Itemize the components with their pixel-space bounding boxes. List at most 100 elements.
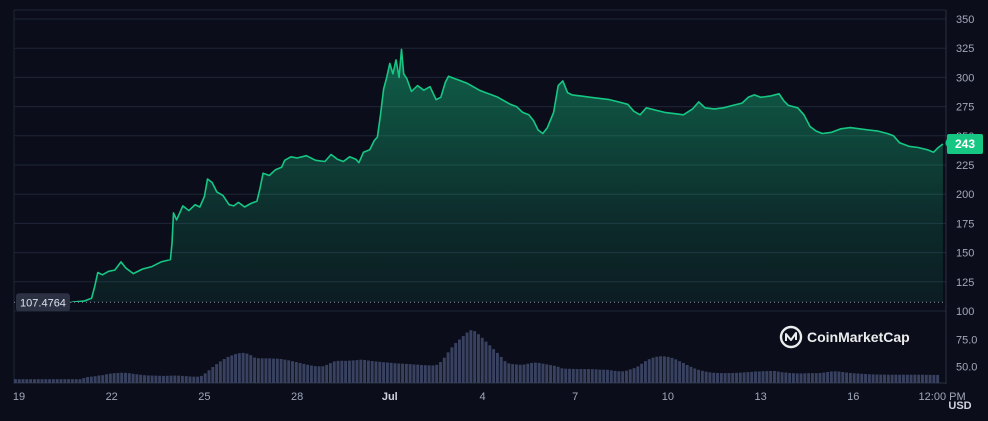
volume-bar: [89, 376, 93, 383]
volume-bar: [822, 372, 826, 383]
volume-bar: [647, 359, 651, 383]
x-tick-label: 16: [847, 391, 859, 403]
volume-bar: [514, 364, 518, 383]
volume-bar: [458, 339, 461, 383]
volume-bar: [488, 345, 492, 383]
volume-bar: [294, 362, 298, 383]
volume-bar: [298, 363, 302, 383]
volume-bar: [549, 365, 553, 383]
volume-bar: [545, 364, 549, 383]
volume-bar: [211, 367, 215, 383]
volume-bar: [408, 364, 412, 383]
volume-bar: [530, 362, 534, 383]
volume-bar: [503, 361, 507, 383]
volume-bar: [754, 371, 757, 383]
volume-bar: [697, 369, 701, 383]
volume-bar: [412, 364, 416, 383]
volume-bar: [135, 374, 139, 383]
volume-bar: [313, 366, 317, 383]
y-tick-label: 350: [956, 14, 974, 26]
volume-bar: [143, 375, 146, 383]
volume-bar: [67, 379, 71, 383]
volume-bar: [124, 372, 127, 383]
volume-bar: [158, 375, 162, 383]
current-price-badge: [947, 133, 983, 154]
volume-bar: [685, 365, 689, 383]
volume-bar: [742, 372, 746, 383]
x-tick-label: 12:00 PM: [919, 391, 966, 403]
volume-bar: [401, 363, 404, 383]
volume-bar: [226, 356, 230, 383]
watermark: CoinMarketCap: [779, 325, 910, 349]
volume-bar: [116, 372, 120, 383]
volume-bar: [678, 361, 682, 383]
volume-bar: [207, 370, 211, 383]
volume-bar: [788, 372, 792, 383]
volume-bar: [397, 363, 401, 383]
volume-bar: [120, 372, 124, 383]
x-tick-label: 22: [106, 391, 118, 403]
volume-bar: [165, 375, 169, 383]
volume-bar: [803, 373, 807, 383]
volume-bar: [416, 364, 420, 383]
volume-bar: [105, 374, 108, 383]
volume-bar: [681, 362, 685, 383]
current-price-group: 243: [945, 133, 983, 154]
volume-bar: [78, 379, 82, 383]
volume-bar: [890, 374, 894, 383]
volume-bar: [260, 358, 264, 383]
reference-label: 107.4764: [20, 297, 66, 309]
volume-bar: [875, 374, 879, 383]
reference-label-box: [16, 293, 70, 312]
volume-bar: [902, 374, 905, 383]
volume-bar: [735, 372, 738, 383]
x-tick-label: 4: [479, 391, 485, 403]
volume-bar: [336, 360, 340, 383]
volume-bar: [97, 375, 101, 383]
volume-bar: [913, 374, 917, 383]
volume-bar: [723, 373, 727, 383]
volume-bar: [628, 369, 632, 383]
x-tick-label: 25: [198, 391, 210, 403]
y-tick-label: 225: [956, 160, 974, 172]
volume-bar: [560, 368, 564, 383]
volume-bar: [180, 375, 184, 383]
volume-bar: [537, 362, 541, 383]
y-axis: 10012515017520022525027530032535050.075.…: [956, 14, 977, 374]
volume-bar: [651, 357, 655, 383]
volume-bar: [814, 373, 818, 383]
volume-bar: [864, 374, 867, 383]
volume-bar: [192, 376, 196, 383]
volume-bar: [507, 363, 511, 383]
volume-bar: [579, 369, 583, 383]
volume-bar: [32, 379, 36, 383]
volume-bar: [587, 369, 590, 383]
volume-bar: [716, 372, 719, 383]
y-tick-label: 325: [956, 43, 974, 55]
volume-bar: [127, 373, 131, 383]
volume-bar: [131, 373, 135, 383]
volume-bar: [883, 374, 886, 383]
volume-bar: [461, 336, 465, 383]
volume-bar: [871, 374, 875, 383]
volume-bar: [82, 378, 86, 383]
x-tick-label: 19: [13, 391, 25, 403]
volume-bar: [14, 379, 17, 383]
volume-bar: [556, 366, 560, 383]
volume-bar: [70, 379, 74, 383]
volume-bar: [199, 375, 203, 383]
volume-bar: [423, 365, 427, 383]
volume-bar: [162, 375, 165, 383]
volume-bar: [731, 372, 735, 383]
volume-bar: [522, 364, 526, 383]
volume-bar: [222, 359, 226, 383]
y-tick-label: 100: [956, 306, 974, 318]
volume-bar: [59, 379, 63, 383]
volume-bar: [845, 372, 849, 383]
volume-bar: [833, 371, 837, 383]
volume-bar: [370, 361, 374, 383]
volume-bar: [431, 365, 435, 383]
volume-bar: [829, 371, 833, 383]
volume-bar: [317, 366, 321, 383]
